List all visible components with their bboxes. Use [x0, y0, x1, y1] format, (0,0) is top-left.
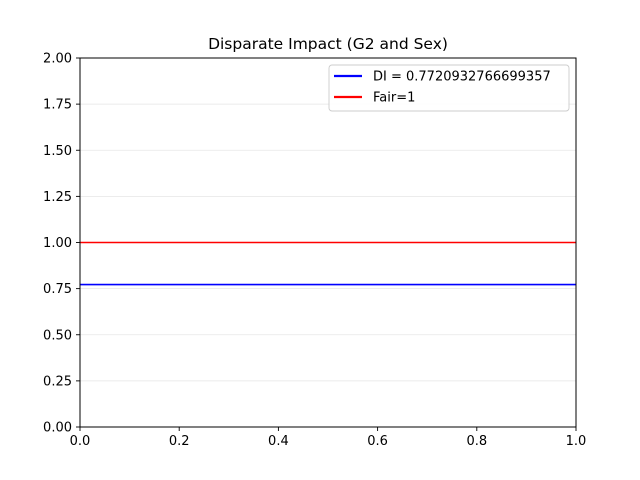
y-tick-label: 0.75 [43, 282, 72, 297]
x-axis: 0.0 0.2 0.4 0.6 0.8 1.0 [70, 427, 587, 449]
series-layer [80, 241, 576, 286]
x-tick-label: 0.8 [466, 434, 487, 449]
y-tick-label: 0.25 [43, 374, 72, 389]
legend-box [328, 64, 570, 112]
chart-title: Disparate Impact (G2 and Sex) [208, 35, 448, 53]
x-tick-label: 1.0 [566, 434, 587, 449]
y-tick-label: 0.00 [43, 421, 72, 436]
x-tick-label: 0.4 [268, 434, 289, 449]
legend-label: Fair=1 [373, 91, 415, 106]
y-tick-label: 2.00 [43, 52, 72, 67]
legend-label: DI = 0.7720932766699357 [373, 70, 551, 85]
y-tick-label: 0.50 [43, 328, 72, 343]
y-tick-label: 1.75 [43, 98, 72, 113]
x-tick-label: 0.2 [169, 434, 190, 449]
legend: DI = 0.7720932766699357 Fair=1 [328, 64, 570, 112]
y-tick-label: 1.00 [43, 236, 72, 251]
x-tick-label: 0.6 [367, 434, 388, 449]
y-axis: 0.00 0.25 0.50 0.75 1.00 1.25 1.50 1.75 2.00 [43, 52, 80, 436]
y-tick-label: 1.25 [43, 190, 72, 205]
x-tick-label: 0.0 [70, 434, 91, 449]
y-tick-label: 1.50 [43, 144, 72, 159]
